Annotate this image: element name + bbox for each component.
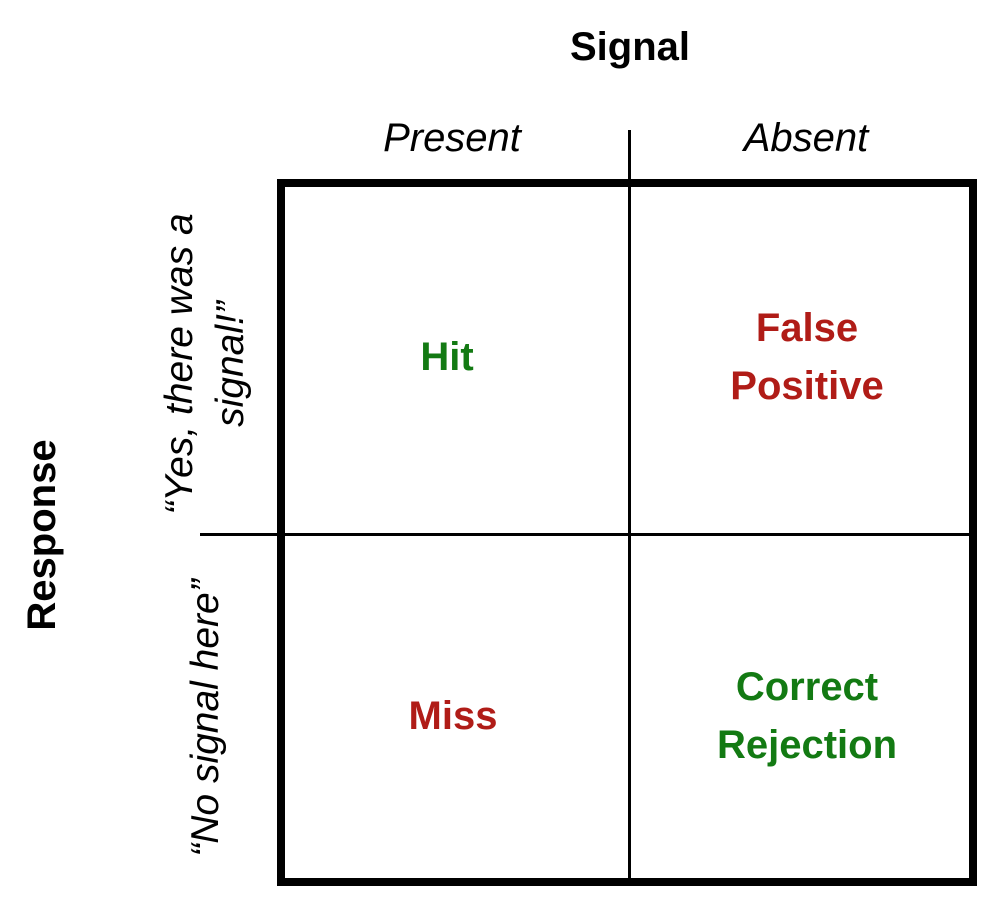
cell-correct-rejection-label: Correct Rejection (716, 665, 898, 767)
cell-false-positive: False Positive (637, 277, 977, 437)
signal-title: Signal (569, 25, 691, 69)
cell-miss: Miss (283, 636, 623, 796)
cell-hit-label: Hit (420, 335, 474, 379)
cell-miss-label: Miss (408, 694, 498, 738)
row-label-yes-text: “Yes, there was a signal!” (158, 213, 252, 515)
cell-correct-rejection: Correct Rejection (637, 636, 977, 796)
column-label-absent: Absent (743, 116, 869, 160)
row-label-yes: “Yes, there was a signal!” (150, 184, 260, 544)
matrix-vertical-divider (628, 183, 631, 882)
cell-false-positive-label: False Positive (730, 306, 884, 408)
cell-hit: Hit (277, 277, 617, 437)
response-title: Response (20, 439, 64, 631)
row-label-no: “No signal here” (150, 538, 260, 898)
column-label-present: Present (383, 116, 521, 160)
matrix-border (277, 179, 977, 886)
row-label-no-text: “No signal here” (183, 579, 227, 857)
column-header-divider (628, 130, 631, 185)
matrix-horizontal-divider (200, 533, 975, 536)
